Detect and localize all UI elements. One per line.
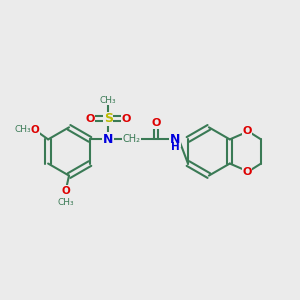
Text: S: S xyxy=(104,112,113,125)
Text: O: O xyxy=(62,186,70,196)
Text: CH₃: CH₃ xyxy=(14,125,31,134)
Text: O: O xyxy=(151,118,160,128)
Text: O: O xyxy=(242,126,252,136)
Text: H: H xyxy=(171,142,179,152)
Text: O: O xyxy=(30,125,39,135)
Text: CH₃: CH₃ xyxy=(100,96,116,105)
Text: CH₃: CH₃ xyxy=(58,198,74,207)
Text: N: N xyxy=(103,133,113,146)
Text: O: O xyxy=(122,114,131,124)
Text: N: N xyxy=(170,133,180,146)
Text: O: O xyxy=(242,167,252,177)
Text: CH₂: CH₂ xyxy=(123,134,141,144)
Text: O: O xyxy=(85,114,94,124)
